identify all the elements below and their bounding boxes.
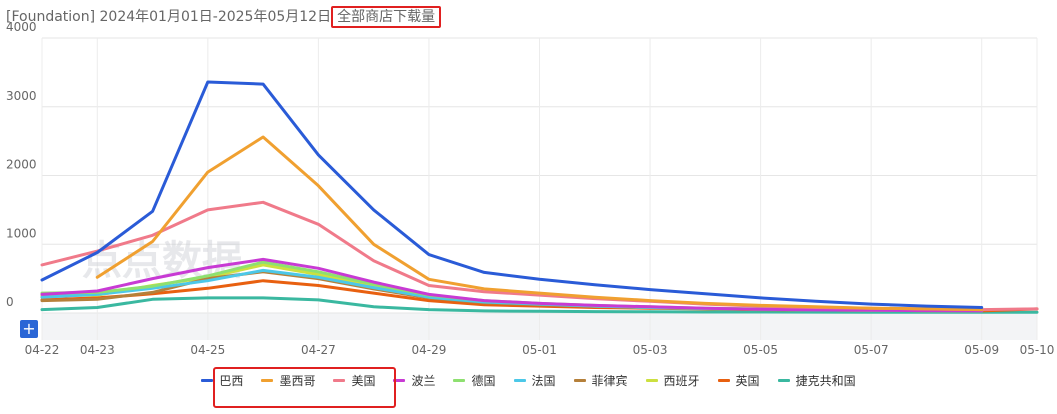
legend-label: 美国 (351, 374, 376, 388)
y-tick-label: 3000 (6, 89, 37, 103)
legend-item-7[interactable]: 西班牙 (645, 372, 700, 389)
legend-label: 德国 (471, 374, 496, 388)
legend-items: 巴西 墨西哥 美国 波兰 德国 法国 菲律宾 西班牙 英国 捷克共和国 (192, 372, 864, 389)
zoom-plus-button[interactable]: + (20, 320, 38, 338)
legend-swatch (573, 379, 586, 382)
x-tick-label: 05-09 (964, 343, 999, 357)
legend-item-3[interactable]: 波兰 (393, 372, 435, 389)
title-prefix: [Foundation] 2024年01月01日-2025年05月12日 (6, 9, 332, 25)
legend-item-6[interactable]: 菲律宾 (573, 372, 628, 389)
title-highlight: 全部商店下载量 (331, 6, 442, 28)
legend-item-9[interactable]: 捷克共和国 (777, 372, 856, 389)
series-line-1[interactable] (95, 135, 984, 312)
legend-label: 捷克共和国 (795, 374, 856, 388)
legend-label: 英国 (735, 374, 760, 388)
x-tick-label: 05-01 (522, 343, 557, 357)
x-tick-label: 05-07 (854, 343, 889, 357)
x-tick-label: 05-03 (633, 343, 668, 357)
legend-item-8[interactable]: 英国 (717, 372, 760, 389)
y-tick-label: 0 (6, 295, 14, 309)
legend-item-5[interactable]: 法国 (513, 372, 556, 389)
legend-item-0[interactable]: 巴西 (201, 372, 243, 389)
x-tick-label: 05-05 (743, 343, 778, 357)
series-line-9[interactable] (40, 296, 1039, 314)
legend-swatch (645, 379, 658, 382)
legend-item-1[interactable]: 墨西哥 (261, 372, 315, 389)
x-tick-label: 05-10 (1020, 343, 1055, 357)
x-tick-label: 04-23 (80, 343, 115, 357)
legend-label: 波兰 (411, 374, 436, 388)
legend-swatch (777, 379, 790, 382)
x-tick-label: 04-27 (301, 343, 336, 357)
x-tick-label: 04-22 (25, 343, 60, 357)
legend-swatch (453, 379, 466, 382)
y-tick-label: 4000 (6, 20, 37, 34)
x-tick-label: 04-25 (190, 343, 225, 357)
legend-item-4[interactable]: 德国 (453, 372, 496, 389)
chart-legend: 巴西 墨西哥 美国 波兰 德国 法国 菲律宾 西班牙 英国 捷克共和国 (0, 372, 1057, 389)
legend-swatch (717, 379, 730, 382)
series-line-3[interactable] (40, 257, 984, 313)
legend-swatch (393, 379, 406, 382)
legend-item-2[interactable]: 美国 (333, 372, 375, 389)
y-tick-label: 2000 (6, 158, 37, 172)
series-line-0[interactable] (40, 80, 984, 309)
legend-swatch (513, 379, 526, 382)
legend-swatch (333, 379, 346, 382)
legend-swatch (201, 379, 214, 382)
chart-title: [Foundation] 2024年01月01日-2025年05月12日 全部商店… (6, 6, 442, 28)
legend-label: 巴西 (219, 374, 244, 388)
legend-label: 墨西哥 (279, 374, 316, 388)
legend-highlight-box (213, 367, 396, 408)
legend-label: 菲律宾 (591, 374, 628, 388)
legend-swatch (261, 379, 274, 382)
legend-label: 法国 (531, 374, 556, 388)
x-tick-label: 04-29 (412, 343, 447, 357)
y-tick-label: 1000 (6, 226, 37, 240)
legend-label: 西班牙 (663, 374, 700, 388)
